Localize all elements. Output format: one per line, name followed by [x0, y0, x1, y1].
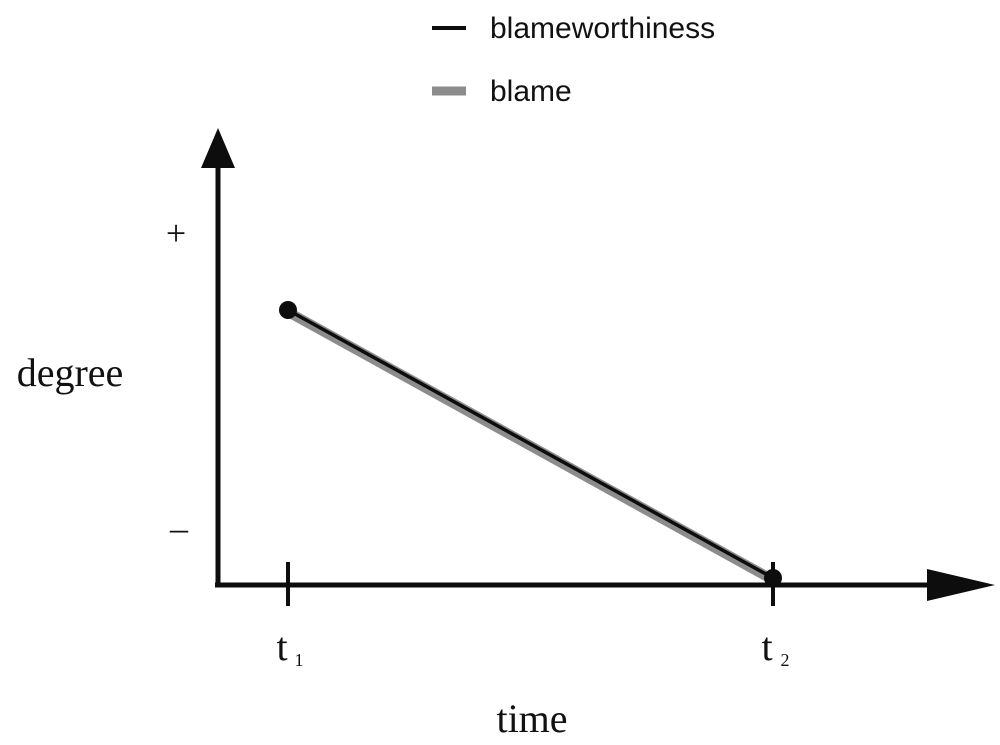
x-axis-arrowhead — [927, 569, 995, 601]
legend-label-blameworthiness: blameworthiness — [490, 12, 715, 45]
x-tick-label-t1-base: t — [276, 624, 287, 669]
x-tick-label-t2-base: t — [761, 624, 772, 669]
x-tick-label-t2: t 2 — [761, 624, 789, 670]
y-tick-plus: + — [166, 213, 186, 253]
y-axis-arrowhead — [201, 128, 235, 168]
legend: blameworthiness blame — [432, 12, 715, 108]
x-tick-label-t2-sub: 2 — [781, 650, 790, 670]
data-point-t1 — [279, 301, 297, 319]
y-axis-label: degree — [17, 350, 124, 395]
x-tick-label-t1-sub: 1 — [295, 650, 304, 670]
legend-label-blame: blame — [490, 75, 572, 108]
x-axis-label: time — [496, 696, 567, 741]
series-line-blameworthiness — [286, 308, 775, 580]
y-tick-minus: – — [169, 508, 189, 548]
series-layer — [279, 301, 782, 587]
data-point-t2 — [764, 569, 782, 587]
x-tick-label-t1: t 1 — [276, 624, 303, 670]
